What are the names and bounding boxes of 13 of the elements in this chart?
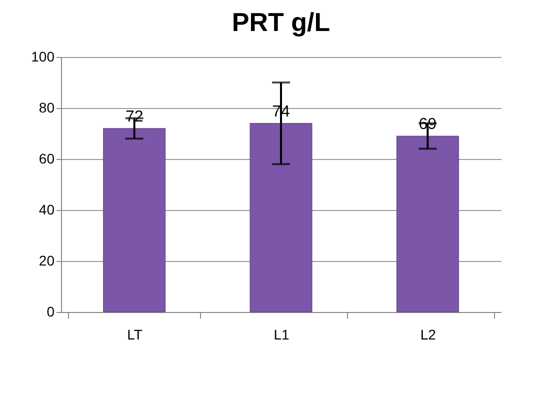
bar bbox=[396, 136, 459, 312]
bar bbox=[250, 123, 312, 312]
bar bbox=[103, 128, 166, 312]
x-tick-label: L1 bbox=[274, 326, 290, 342]
x-tick-label: L2 bbox=[420, 326, 436, 342]
y-tick-label: 40 bbox=[38, 202, 55, 218]
x-tick-label: LT bbox=[127, 326, 143, 342]
y-tick-label: 80 bbox=[38, 100, 55, 116]
y-tick-label: 60 bbox=[38, 150, 55, 166]
chart-title: PRT g/L bbox=[232, 7, 330, 37]
y-tick-label: 20 bbox=[38, 252, 55, 268]
y-tick-label: 0 bbox=[46, 304, 55, 320]
y-tick-label: 100 bbox=[31, 48, 55, 64]
